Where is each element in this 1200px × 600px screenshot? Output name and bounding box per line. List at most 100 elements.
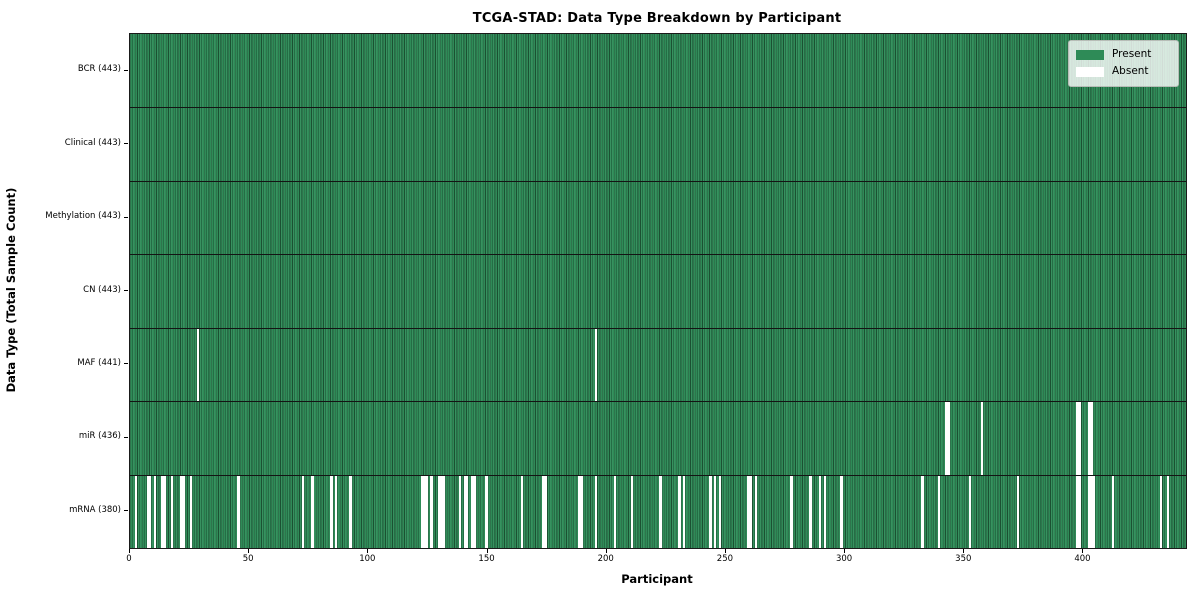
row-boundaries-layer	[130, 34, 1186, 548]
x-tick-mark	[129, 548, 130, 553]
y-tick-mark	[124, 363, 128, 365]
absent-cell-mRNA	[818, 474, 822, 548]
y-tick-mark	[124, 510, 128, 512]
y-tick-mark	[124, 143, 128, 145]
absent-cell-miR	[1076, 401, 1079, 475]
absent-cell-miR	[1088, 401, 1091, 475]
y-tick-label-BCR: BCR (443)	[77, 64, 121, 75]
absent-cell-mRNA	[463, 474, 467, 548]
absent-cell-mRNA	[921, 474, 924, 548]
x-tick-label: 200	[597, 554, 614, 564]
absent-cell-MAF	[594, 327, 598, 402]
absent-cell-mRNA	[182, 474, 185, 548]
absent-cell-mRNA	[425, 474, 428, 548]
absent-cell-mRNA	[163, 474, 166, 548]
absent-cell-mRNA	[1088, 474, 1091, 548]
y-tick-label-Clinical: Clinical (443)	[64, 137, 121, 148]
absent-cell-mRNA	[754, 474, 757, 548]
legend-absent-swatch	[1076, 66, 1104, 77]
y-tick-label-mRNA: mRNA (380)	[69, 504, 121, 515]
absent-cell-mRNA	[594, 474, 598, 548]
absent-cell-mRNA	[630, 474, 633, 548]
x-tick-mark	[605, 548, 607, 553]
x-tick-mark	[724, 548, 726, 553]
absent-cell-MAF	[196, 327, 200, 402]
cell-edge-hatching	[130, 34, 1186, 548]
chart-title: TCGA-STAD: Data Type Breakdown by Partic…	[472, 11, 842, 26]
absent-cell-mRNA	[160, 474, 164, 548]
absent-cell-mRNA	[470, 474, 474, 548]
absent-cell-mRNA	[149, 474, 152, 548]
y-tick-mark	[124, 436, 128, 438]
y-tick-mark	[124, 69, 128, 71]
absent-cell-mRNA	[809, 474, 812, 548]
x-tick-label: 150	[478, 554, 495, 564]
absent-cell-mRNA	[678, 474, 681, 548]
x-tick-label: 50	[242, 554, 254, 564]
x-tick-label: 350	[955, 554, 972, 564]
absent-cell-mRNA	[749, 474, 753, 548]
legend-entry-present: Present	[1076, 46, 1170, 63]
absent-cell-mRNA	[430, 474, 433, 548]
legend-absent-label: Absent	[1112, 65, 1149, 77]
row-boundary-line	[130, 107, 1186, 109]
absent-cell-mRNA	[1090, 474, 1094, 548]
x-tick-label: 0	[126, 554, 132, 564]
y-tick-label-Methylation: Methylation (443)	[45, 211, 121, 222]
absent-cell-mRNA	[134, 474, 138, 548]
y-tick-mark	[124, 290, 128, 291]
absent-cell-mRNA	[578, 474, 581, 548]
absent-cell-miR	[945, 401, 948, 475]
x-tick-label: 100	[359, 554, 376, 564]
absent-cell-mRNA	[1078, 474, 1082, 548]
y-tick-label-miR: miR (436)	[78, 431, 121, 442]
x-tick-mark	[1082, 548, 1084, 553]
x-tick-label: 400	[1074, 554, 1091, 564]
absent-cell-mRNA	[420, 474, 424, 548]
absent-cell-miR	[1090, 401, 1094, 475]
absent-cell-miR	[1078, 401, 1082, 475]
absent-cell-mRNA	[170, 474, 173, 548]
absent-cell-mRNA	[439, 474, 443, 548]
absent-cell-mRNA	[718, 474, 722, 548]
y-tick-mark	[124, 216, 128, 218]
x-tick-mark	[844, 548, 846, 553]
absent-cell-mRNA	[840, 474, 843, 548]
absent-cell-miR	[980, 401, 984, 475]
absent-cell-mRNA	[311, 474, 314, 548]
x-tick-label: 250	[716, 554, 734, 564]
x-tick-mark	[248, 548, 250, 553]
y-tick-label-CN: CN (443)	[83, 284, 121, 295]
y-tick-label-MAF: MAF (441)	[77, 357, 121, 368]
absent-cell-mRNA	[1112, 474, 1115, 548]
absent-cell-mRNA	[335, 474, 338, 548]
absent-cell-mRNA	[683, 474, 686, 548]
x-tick-mark	[963, 548, 965, 553]
absent-cell-mRNA	[146, 474, 150, 548]
absent-cell-mRNA	[349, 474, 352, 548]
absent-cell-mRNA	[458, 474, 462, 548]
absent-cell-mRNA	[423, 474, 426, 548]
legend-present-swatch	[1076, 49, 1104, 60]
absent-cell-mRNA	[790, 474, 793, 548]
absent-cell-mRNA	[189, 474, 192, 548]
x-tick-mark	[486, 548, 488, 553]
absent-cell-mRNA	[659, 474, 662, 548]
absent-cell-mRNA	[466, 474, 469, 548]
absent-cell-mRNA	[938, 474, 941, 548]
absent-cell-mRNA	[1159, 474, 1163, 548]
absent-cell-mRNA	[473, 474, 476, 548]
legend-entry-absent: Absent	[1076, 63, 1170, 80]
row-boundary-line	[130, 180, 1186, 182]
legend-present-label: Present	[1112, 48, 1152, 60]
legend: Present Absent	[1068, 40, 1179, 87]
absent-cell-mRNA	[714, 474, 717, 548]
absent-cell-mRNA	[1166, 474, 1170, 548]
absent-cell-mRNA	[520, 474, 524, 548]
plot-area: Present Absent	[129, 33, 1187, 549]
row-boundary-line	[130, 474, 1186, 476]
absent-cell-mRNA	[180, 474, 183, 548]
absent-cell-mRNA	[709, 474, 712, 548]
absent-cell-miR	[947, 401, 950, 475]
